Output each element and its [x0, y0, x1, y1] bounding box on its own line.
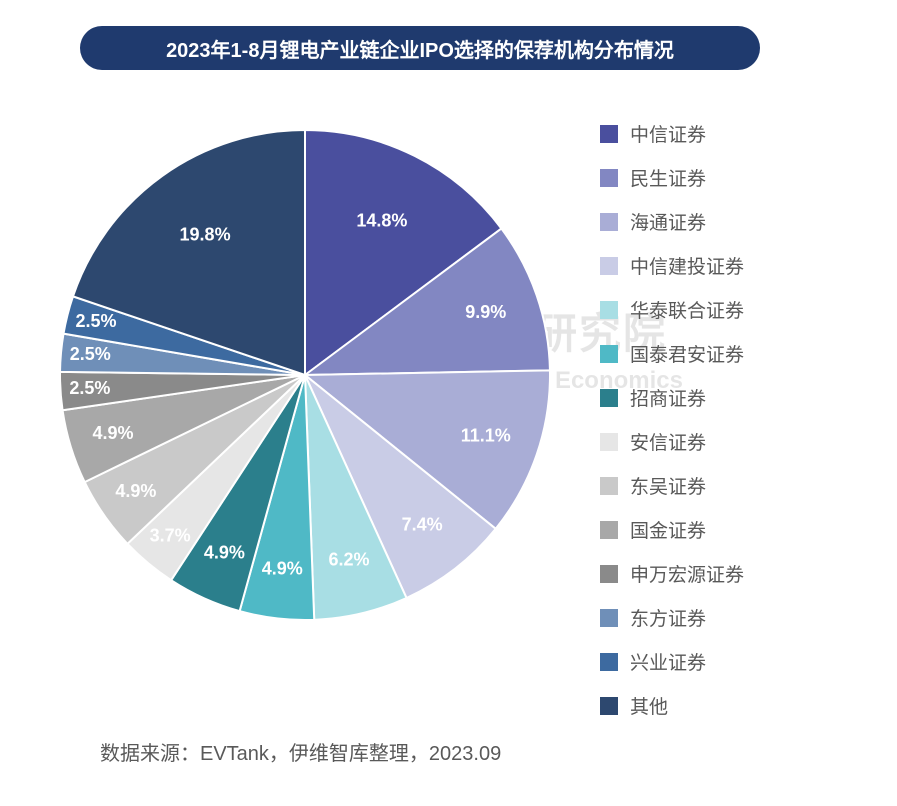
legend-label: 其他 [630, 692, 668, 719]
legend-label: 申万宏源证券 [630, 560, 744, 587]
data-source: 数据来源：EVTank，伊维智库整理，2023.09 [100, 737, 501, 766]
pie-slice-label: 2.5% [75, 311, 116, 331]
legend-swatch [600, 609, 618, 627]
legend-item: 安信证券 [600, 428, 860, 455]
pie-slice-label: 14.8% [356, 210, 407, 230]
pie-slice-label: 7.4% [402, 515, 443, 535]
legend-swatch [600, 433, 618, 451]
legend-item: 其他 [600, 692, 860, 719]
legend-item: 华泰联合证券 [600, 296, 860, 323]
legend: 中信证券民生证券海通证券中信建投证券华泰联合证券国泰君安证券招商证券安信证券东吴… [600, 120, 860, 736]
title-bar: 2023年1-8月锂电产业链企业IPO选择的保荐机构分布情况 [80, 26, 760, 70]
pie-slice-label: 11.1% [461, 426, 511, 446]
legend-label: 中信建投证券 [630, 252, 744, 279]
legend-label: 民生证券 [630, 164, 706, 191]
pie-slice-label: 4.9% [92, 423, 133, 443]
legend-label: 中信证券 [630, 120, 706, 147]
legend-item: 中信建投证券 [600, 252, 860, 279]
legend-label: 安信证券 [630, 428, 706, 455]
legend-item: 中信证券 [600, 120, 860, 147]
legend-item: 东吴证券 [600, 472, 860, 499]
legend-swatch [600, 697, 618, 715]
legend-item: 国泰君安证券 [600, 340, 860, 367]
legend-item: 兴业证券 [600, 648, 860, 675]
legend-label: 国金证券 [630, 516, 706, 543]
legend-item: 民生证券 [600, 164, 860, 191]
legend-item: 海通证券 [600, 208, 860, 235]
legend-item: 申万宏源证券 [600, 560, 860, 587]
pie-svg: 14.8% 9.9% 11.1% 7.4% 6.2% 4.9% 4.9% 3.7% 4.9% 4.… [40, 110, 570, 640]
pie-slice-label: 2.5% [69, 378, 110, 398]
legend-swatch [600, 345, 618, 363]
legend-swatch [600, 257, 618, 275]
legend-label: 国泰君安证券 [630, 340, 744, 367]
legend-swatch [600, 565, 618, 583]
chart-page: { "title": { "text": "2023年1-8月锂电产业链企业IP… [0, 0, 897, 806]
legend-swatch [600, 389, 618, 407]
legend-swatch [600, 521, 618, 539]
legend-swatch [600, 125, 618, 143]
chart-title: 2023年1-8月锂电产业链企业IPO选择的保荐机构分布情况 [166, 34, 674, 63]
pie-slice-label: 19.8% [180, 224, 231, 244]
legend-swatch [600, 653, 618, 671]
legend-item: 招商证券 [600, 384, 860, 411]
legend-swatch [600, 477, 618, 495]
legend-swatch [600, 301, 618, 319]
pie-slice-label: 4.9% [204, 542, 245, 562]
legend-swatch [600, 213, 618, 231]
pie-slice-label: 4.9% [115, 481, 156, 501]
pie-slice-label: 2.5% [70, 344, 111, 364]
legend-label: 招商证券 [630, 384, 706, 411]
pie-chart: 14.8% 9.9% 11.1% 7.4% 6.2% 4.9% 4.9% 3.7% 4.9% 4.… [40, 110, 570, 640]
legend-label: 华泰联合证券 [630, 296, 744, 323]
legend-label: 兴业证券 [630, 648, 706, 675]
pie-slice-label: 6.2% [329, 550, 370, 570]
legend-item: 东方证券 [600, 604, 860, 631]
legend-label: 海通证券 [630, 208, 706, 235]
pie-slice-label: 3.7% [150, 526, 191, 546]
pie-slice-label: 9.9% [465, 302, 506, 322]
legend-label: 东吴证券 [630, 472, 706, 499]
legend-item: 国金证券 [600, 516, 860, 543]
pie-slice-label: 4.9% [262, 558, 303, 578]
legend-label: 东方证券 [630, 604, 706, 631]
legend-swatch [600, 169, 618, 187]
